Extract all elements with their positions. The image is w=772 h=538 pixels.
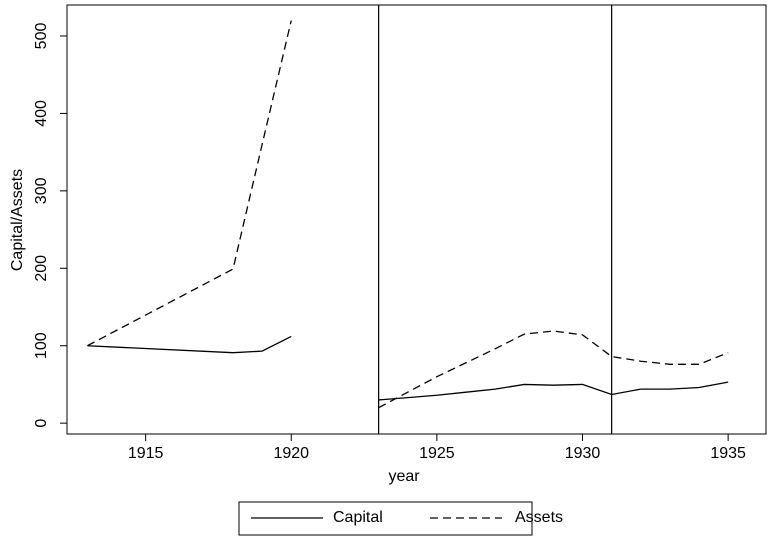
y-axis-label: Capital/Assets: [9, 169, 26, 271]
series-line: [87, 20, 729, 409]
y-tick-label: 300: [33, 177, 50, 204]
y-tick-label: 500: [33, 23, 50, 50]
x-tick-label: 1915: [128, 445, 164, 462]
y-tick-label: 0: [33, 419, 50, 428]
y-tick-label: 100: [33, 332, 50, 359]
x-axis-label: year: [388, 468, 420, 485]
x-tick-label: 1930: [565, 445, 601, 462]
y-tick-label: 400: [33, 100, 50, 127]
legend-label: Capital: [333, 509, 383, 526]
x-tick-label: 1925: [419, 445, 455, 462]
y-tick-label: 200: [33, 255, 50, 282]
x-tick-label: 1935: [710, 445, 746, 462]
series-line: [87, 335, 729, 401]
x-tick-label: 1920: [273, 445, 309, 462]
legend-label: Assets: [515, 509, 563, 526]
plot-frame: [66, 4, 767, 435]
legend-box: [238, 501, 533, 536]
